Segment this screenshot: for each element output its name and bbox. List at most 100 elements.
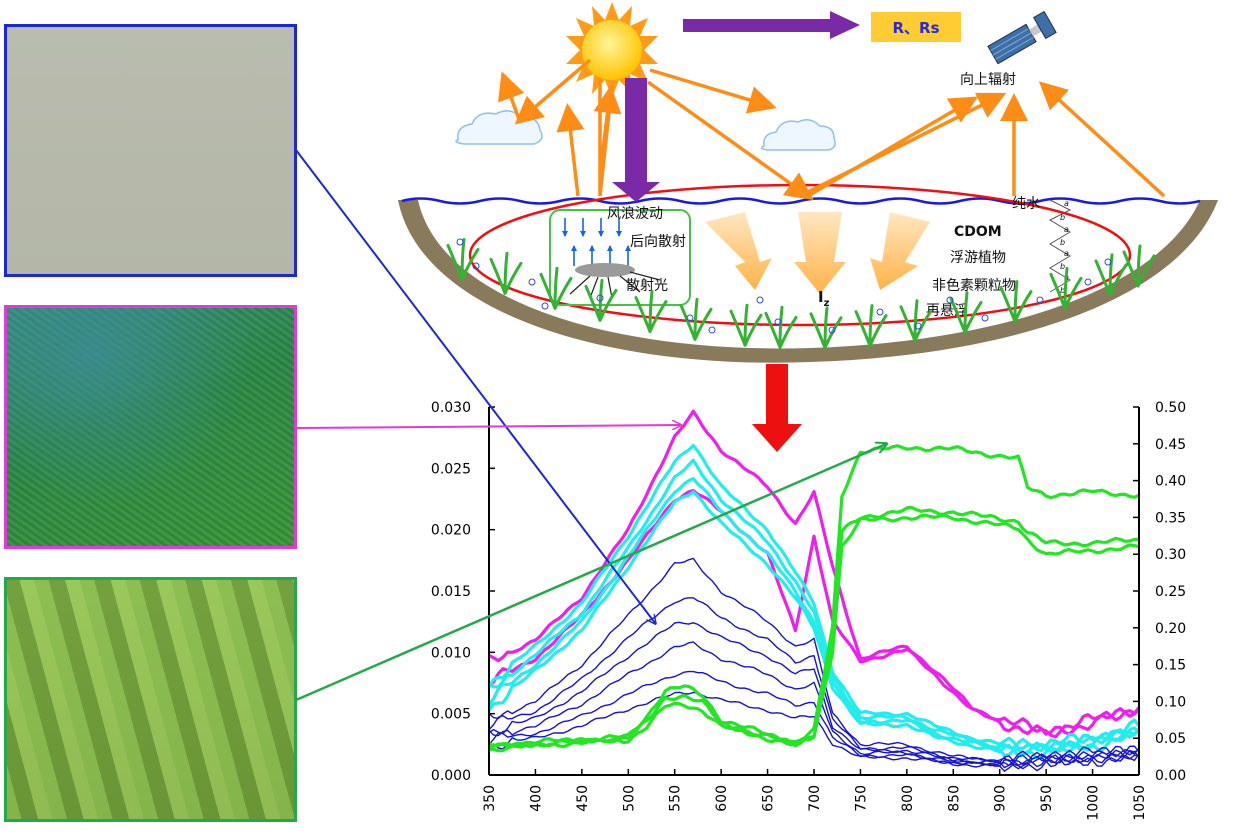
right-tick-label: 0.25	[1155, 584, 1186, 600]
x-tick-label: 450	[575, 785, 591, 812]
svg-text:a: a	[1064, 199, 1069, 208]
aquatic-grass	[446, 237, 1156, 350]
reflectance-chart: 0.000 0.005 0.010 0.015 0.020 0.025 0.030 0.00 0…	[431, 400, 1186, 821]
radiation-schematic: R、Rs 向上辐射	[398, 2, 1218, 363]
water-surface	[401, 197, 1201, 205]
svg-text:a: a	[1064, 225, 1069, 234]
svg-text:a: a	[1064, 249, 1069, 258]
scattered-light-label: 散射光	[626, 278, 668, 294]
left-tick-label: 0.030	[431, 400, 471, 416]
purple-arrow-right	[683, 11, 860, 39]
grass-tuft	[999, 280, 1033, 324]
right-tick-label: 0.30	[1155, 547, 1186, 563]
x-tick-label: 650	[761, 785, 777, 812]
upward-radiation-label: 向上辐射	[960, 72, 1016, 88]
lake-basin	[398, 200, 1218, 363]
grass-tuft	[679, 297, 713, 341]
bubble	[756, 296, 764, 304]
rs-box	[871, 12, 961, 42]
wave-label: 风浪波动	[607, 206, 663, 222]
svg-text:b: b	[1060, 262, 1065, 271]
green-connector-arrow	[295, 444, 886, 702]
blue-connector-arrow	[295, 149, 655, 623]
bubble	[686, 314, 694, 322]
bubble	[876, 308, 884, 316]
bubble	[456, 238, 464, 246]
rs-box-label: R、Rs	[892, 19, 939, 37]
grass-tuft	[1094, 253, 1128, 297]
x-tick-label: 850	[946, 785, 962, 812]
iz-label: Iz	[818, 288, 830, 309]
left-tick-label: 0.015	[431, 584, 471, 600]
particle-disc	[575, 263, 635, 277]
x-tick-label: 700	[807, 785, 823, 812]
right-tick-label: 0.00	[1155, 768, 1186, 784]
right-tick-label: 0.35	[1155, 510, 1186, 526]
svg-text:b: b	[1060, 213, 1065, 222]
spectrum-line-cyan	[487, 490, 1141, 760]
bubble	[946, 296, 954, 304]
svg-text:b: b	[1060, 286, 1065, 295]
spectrum-line-magenta	[488, 409, 1141, 739]
grass-tuft	[949, 291, 983, 335]
grass-tuft	[854, 304, 888, 348]
bubble	[528, 278, 536, 286]
bubble	[1104, 258, 1112, 266]
grass-tuft	[809, 306, 843, 350]
x-tick-label: 600	[714, 785, 730, 812]
bubble	[774, 318, 782, 326]
spectrum-line-blue	[488, 670, 1140, 772]
cloud-icon-left	[455, 110, 543, 145]
algal-scum-photo	[4, 577, 297, 822]
bubble	[541, 302, 549, 310]
backscatter-arrows	[562, 218, 631, 266]
algal-bloom-photo	[4, 305, 297, 549]
x-tick-label: 400	[528, 785, 544, 812]
left-tick-label: 0.025	[431, 461, 471, 477]
spectrum-line-cyan	[487, 477, 1140, 758]
left-tick-label: 0.005	[431, 707, 471, 723]
bubble	[708, 326, 716, 334]
light-beams	[705, 212, 930, 294]
pure-water-label: 纯水	[1012, 196, 1040, 212]
x-tick-label: 1000	[1086, 785, 1102, 821]
bubble	[828, 326, 836, 334]
left-tick-label: 0.000	[431, 768, 471, 784]
red-down-arrow	[752, 364, 802, 452]
grass-tuft	[584, 278, 618, 322]
grass-tuft	[764, 305, 798, 349]
spectrum-line-cyan	[488, 458, 1141, 755]
spectrum-line-blue	[488, 691, 1140, 772]
right-tick-label: 0.45	[1155, 437, 1186, 453]
x-tick-label: 1050	[1132, 785, 1148, 821]
x-tick-label: 750	[853, 785, 869, 812]
bubble	[1084, 278, 1092, 286]
grass-tuft	[489, 251, 523, 295]
x-tick-label: 500	[621, 785, 637, 812]
purple-arrow-down	[612, 78, 660, 202]
bubble	[472, 262, 480, 270]
grass-tuft	[634, 290, 668, 334]
backscatter-label: 后向散射	[630, 234, 686, 250]
right-tick-label: 0.20	[1155, 621, 1186, 637]
orange-rays	[498, 58, 1166, 201]
chart-axes: 0.000 0.005 0.010 0.015 0.020 0.025 0.030 0.00 0…	[431, 400, 1186, 821]
right-tick-label: 0.40	[1155, 474, 1186, 490]
non-pigment-label: 非色素颗粒物	[932, 277, 1016, 294]
phytoplankton-label: 浮游植物	[950, 250, 1006, 266]
satellite-icon	[987, 10, 1057, 65]
left-tick-label: 0.020	[431, 523, 471, 539]
x-tick-label: 550	[668, 785, 684, 812]
right-tick-label: 0.15	[1155, 658, 1186, 674]
grass-tuft	[1122, 244, 1156, 288]
grass-tuft	[446, 237, 480, 281]
backscatter-box	[549, 209, 691, 306]
x-tick-label: 900	[993, 785, 1009, 812]
left-tick-label: 0.010	[431, 645, 471, 661]
right-tick-label: 0.05	[1155, 731, 1186, 747]
bubble	[981, 314, 989, 322]
chart-series	[487, 409, 1141, 772]
x-tick-label: 800	[900, 785, 916, 812]
spectrum-line-blue	[488, 597, 1140, 769]
